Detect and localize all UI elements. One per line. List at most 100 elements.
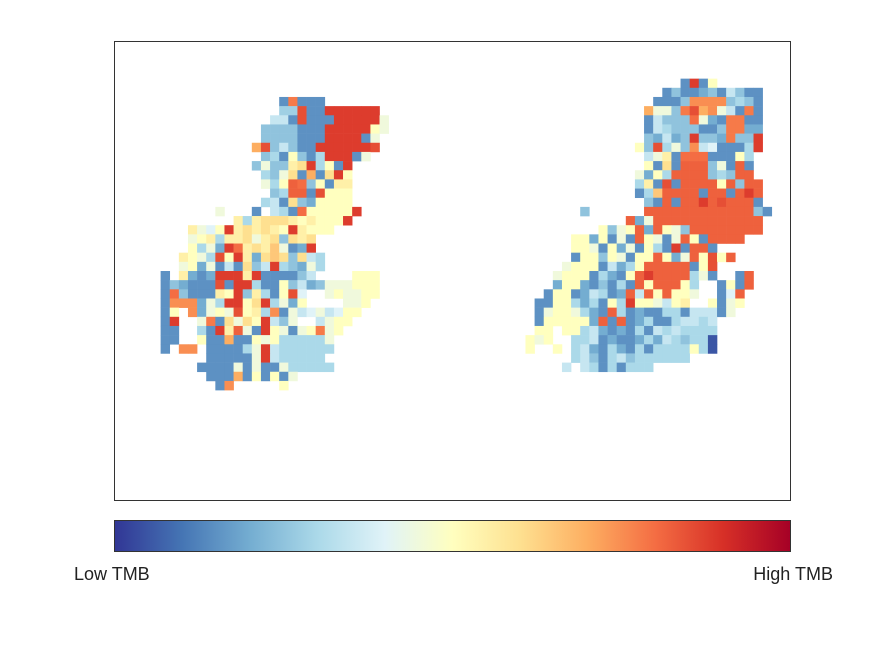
heatmap-cell (653, 234, 663, 244)
heatmap-cell (288, 325, 298, 336)
heatmap-cell (288, 371, 298, 382)
heatmap-cell (680, 344, 690, 354)
heatmap-cell (598, 234, 608, 244)
heatmap-cell (324, 225, 335, 235)
heatmap-cell (352, 298, 362, 308)
heatmap-cell (625, 234, 636, 244)
heatmap-cell (206, 316, 216, 327)
heatmap-cell (224, 225, 234, 235)
heatmap-cell (571, 298, 581, 308)
heatmap-cell (333, 124, 344, 134)
heatmap-cell (242, 271, 253, 281)
heatmap-cell (324, 170, 335, 180)
heatmap-cell (662, 151, 672, 162)
heatmap-cell (324, 325, 335, 336)
heatmap-cell (717, 197, 727, 208)
heatmap-cell (653, 252, 663, 263)
heatmap-cell (735, 96, 745, 107)
heatmap-cell (589, 362, 599, 373)
heatmap-cell (644, 261, 654, 272)
heatmap-cell (580, 289, 590, 299)
heatmap-cell (698, 307, 709, 318)
heatmap-cell (279, 271, 289, 281)
heatmap-cell (324, 106, 335, 116)
heatmap-cell (561, 280, 572, 290)
heatmap-cell (251, 225, 262, 235)
heatmap-cell (726, 87, 736, 98)
heatmap-cell (653, 170, 663, 180)
heatmap-cell (653, 106, 663, 116)
heatmap-cell (726, 197, 736, 208)
heatmap-cell (361, 133, 371, 144)
heatmap-cell (634, 335, 645, 345)
heatmap-cell (644, 225, 654, 235)
heatmap-cell (288, 170, 298, 180)
heatmap-cell (644, 344, 654, 354)
heatmap-cell (297, 289, 307, 299)
heatmap-cell (726, 289, 736, 299)
heatmap-cell (379, 124, 389, 134)
heatmap-cell (726, 188, 736, 199)
heatmap-cell (297, 216, 307, 226)
heatmap-cell (671, 344, 681, 354)
heatmap-cell (315, 179, 326, 189)
heatmap-cell (525, 344, 535, 354)
heatmap-cell (644, 325, 654, 336)
heatmap-cell (571, 252, 581, 263)
heatmap-cell (215, 271, 225, 281)
heatmap-cell (270, 188, 280, 199)
heatmap-cell (634, 362, 645, 373)
heatmap-cell (561, 271, 572, 281)
heatmap-cell (279, 335, 289, 345)
heatmap-cell (242, 261, 253, 272)
heatmap-cell (270, 362, 280, 373)
heatmap-cell (671, 243, 681, 253)
heatmap-cell (206, 362, 216, 373)
heatmap-cell (169, 325, 180, 336)
heatmap-cell (580, 243, 590, 253)
heatmap-cell (288, 243, 298, 253)
heatmap-cell (233, 335, 243, 345)
heatmap-cell (671, 96, 681, 107)
heatmap-cell (671, 179, 681, 189)
heatmap-cell (260, 289, 271, 299)
heatmap-cell (306, 151, 316, 162)
heatmap-cell (561, 362, 572, 373)
heatmap-cell (598, 280, 608, 290)
heatmap-cell (215, 261, 225, 272)
heatmap-cell (707, 316, 718, 327)
heatmap-cell (607, 335, 617, 345)
heatmap-cell (744, 115, 754, 125)
heatmap-cell (634, 216, 645, 226)
heatmap-cell (288, 307, 298, 318)
heatmap-cell (634, 271, 645, 281)
heatmap-cell (707, 252, 718, 263)
heatmap-cell (634, 307, 645, 318)
heatmap-cell (735, 280, 745, 290)
heatmap-cell (561, 325, 572, 336)
heatmap-cell (662, 206, 672, 217)
heatmap-cell (270, 307, 280, 318)
heatmap-cell (698, 161, 709, 171)
heatmap-cell (598, 353, 608, 363)
heatmap-cell (242, 371, 253, 382)
heatmap-cell (297, 344, 307, 354)
heatmap-cell (561, 289, 572, 299)
heatmap-cell (178, 298, 189, 308)
heatmap-cell (607, 289, 617, 299)
heatmap-cell (707, 206, 718, 217)
heatmap-cell (616, 335, 627, 345)
heatmap-cell (215, 316, 225, 327)
heatmap-cell (680, 252, 690, 263)
heatmap-cell (698, 234, 709, 244)
heatmap-cell (707, 234, 718, 244)
heatmap-cell (735, 161, 745, 171)
heatmap-cell (270, 252, 280, 263)
heatmap-cell (543, 316, 554, 327)
heatmap-cell (607, 307, 617, 318)
heatmap-cell (707, 243, 718, 253)
heatmap-cell (270, 179, 280, 189)
heatmap-cell (324, 124, 335, 134)
heatmap-cell (324, 216, 335, 226)
heatmap-cell (260, 325, 271, 336)
